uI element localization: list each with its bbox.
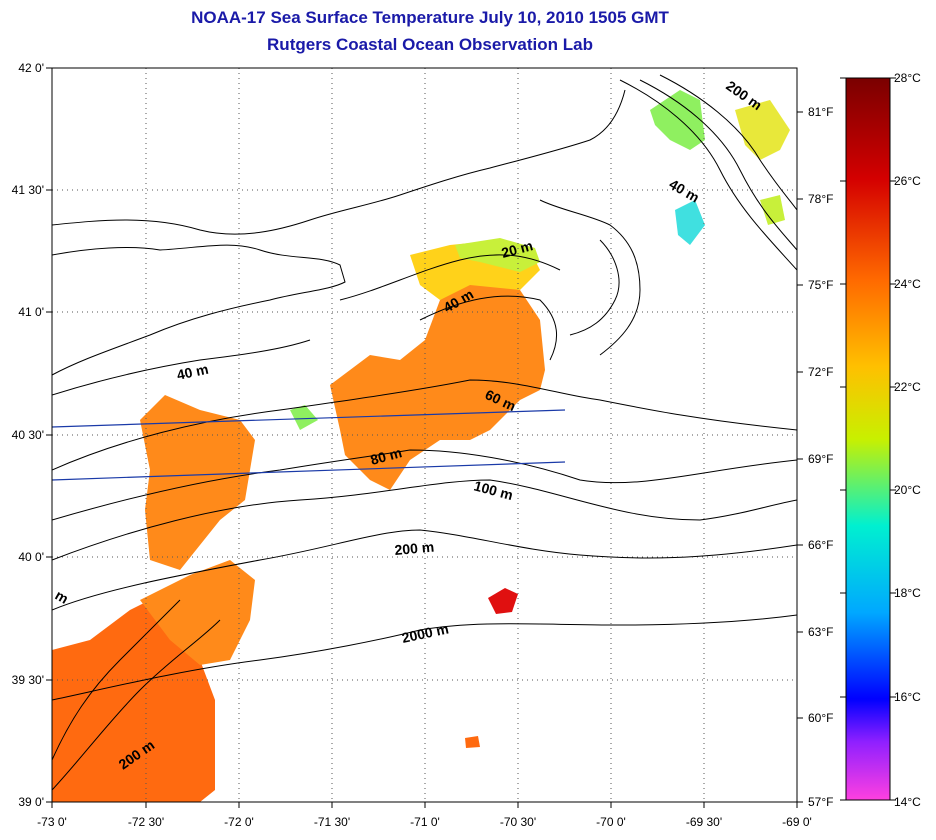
cb-label-26c: 26°C — [894, 174, 921, 188]
depth-label-200m: 200 m — [394, 539, 435, 558]
map-title: NOAA-17 Sea Surface Temperature July 10,… — [191, 8, 669, 27]
sst-patch-small-green — [290, 405, 318, 430]
sst-patch-red-spot — [488, 588, 518, 614]
contour-ne-shelf-3 — [659, 74, 797, 211]
colorbar-ticks — [797, 77, 896, 803]
lon-label-71: -71 0' — [410, 815, 440, 829]
cb-label-16c: 16°C — [894, 690, 921, 704]
lat-label-40-30: 40 30' — [12, 428, 44, 442]
lon-label-72-30: -72 30' — [128, 815, 164, 829]
sst-patch-lime-ne — [760, 195, 785, 225]
lat-label-40: 40 0' — [18, 550, 44, 564]
longitude-labels: -73 0' -72 30' -72 0' -71 30' -71 0' -70… — [37, 815, 812, 829]
cb-label-60f: 60°F — [808, 711, 833, 725]
colorbar-rect — [845, 77, 891, 801]
contour-80m — [52, 449, 797, 521]
sst-patches — [52, 90, 790, 802]
cb-label-72f: 72°F — [808, 365, 833, 379]
coastline-cape-cod — [539, 199, 641, 356]
coastline-connecticut — [52, 89, 626, 235]
sst-patch-cyan-ne — [675, 200, 705, 245]
lat-label-41: 41 0' — [18, 305, 44, 319]
contour-slope-sw — [52, 599, 181, 761]
latitude-labels: 42 0' 41 30' 41 0' 40 30' 40 0' 39 30' 3… — [12, 61, 44, 809]
cb-label-20c: 20°C — [894, 483, 921, 497]
depth-label-40m-west: 40 m — [175, 361, 210, 383]
coastline-islands — [569, 239, 620, 336]
cb-label-75f: 75°F — [808, 278, 833, 292]
cb-label-28c: 28°C — [894, 71, 921, 85]
sst-patch-small-orange — [465, 736, 480, 748]
transect-lines — [51, 409, 566, 481]
sst-patch-central — [330, 280, 545, 490]
cb-label-57f: 57°F — [808, 795, 833, 809]
contour-20m — [339, 254, 561, 301]
cb-label-69f: 69°F — [808, 452, 833, 466]
cb-label-18c: 18°C — [894, 586, 921, 600]
contour-200m — [52, 529, 797, 611]
contour-lines — [52, 74, 797, 791]
lon-label-70-30: -70 30' — [500, 815, 536, 829]
sst-patch-southwest — [52, 600, 215, 802]
contour-ne-shelf-2 — [639, 79, 797, 251]
contour-60m — [52, 379, 797, 471]
contour-slope-sw-2 — [52, 619, 221, 791]
lat-label-42: 42 0' — [18, 61, 44, 75]
sst-patch-south-central — [140, 560, 255, 665]
sst-patch-yellow-ne — [735, 100, 790, 160]
contour-40m-central — [419, 295, 558, 361]
transect-north — [51, 409, 566, 428]
depth-label-2000m: 2000 m — [400, 620, 450, 646]
depth-label-100m: 100 m — [472, 477, 514, 503]
lon-label-69-30: -69 30' — [686, 815, 722, 829]
coastline-long-island — [52, 244, 346, 376]
cb-label-24c: 24°C — [894, 277, 921, 291]
depth-label-80m: 80 m — [369, 444, 404, 468]
cb-label-63f: 63°F — [808, 625, 833, 639]
cb-label-22c: 22°C — [894, 380, 921, 394]
grid-lines — [52, 68, 797, 802]
cb-label-81f: 81°F — [808, 105, 833, 119]
map-subtitle: Rutgers Coastal Ocean Observation Lab — [267, 35, 593, 54]
lon-label-72: -72 0' — [224, 815, 254, 829]
lat-label-39-30: 39 30' — [12, 673, 44, 687]
cb-label-78f: 78°F — [808, 192, 833, 206]
transect-south — [51, 461, 566, 481]
depth-label-40m-ne: 40 m — [667, 176, 703, 206]
colorbar: 28°C 26°C 24°C 22°C 20°C 18°C 16°C 14°C … — [797, 71, 921, 809]
lon-label-70: -70 0' — [596, 815, 626, 829]
tick-marks — [46, 67, 798, 808]
lon-label-69: -69 0' — [782, 815, 812, 829]
lat-label-39: 39 0' — [18, 795, 44, 809]
sst-patch-west-mid — [140, 395, 255, 570]
contour-100m — [52, 479, 797, 561]
cb-label-66f: 66°F — [808, 538, 833, 552]
depth-label-20m: 20 m — [500, 237, 535, 261]
sst-patch-green-ne — [650, 90, 705, 150]
lon-label-73: -73 0' — [37, 815, 67, 829]
lon-label-71-30: -71 30' — [314, 815, 350, 829]
contour-2000m — [52, 614, 797, 701]
lat-label-41-30: 41 30' — [12, 183, 44, 197]
contour-40m-west — [52, 339, 311, 396]
contour-ne-shelf-1 — [619, 79, 797, 271]
cb-label-14c: 14°C — [894, 795, 921, 809]
